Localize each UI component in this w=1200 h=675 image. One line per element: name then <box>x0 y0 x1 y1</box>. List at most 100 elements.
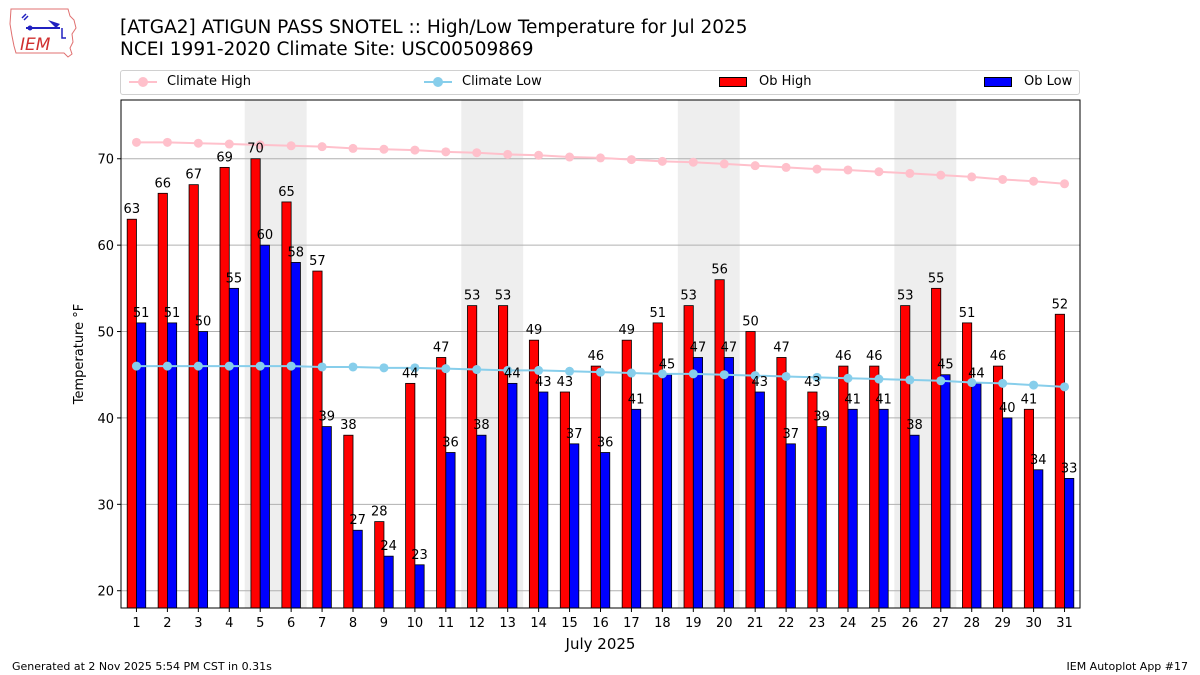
ob-low-bar <box>352 529 363 609</box>
y-tick-label: 50 <box>97 326 114 341</box>
legend: Climate High Climate Low Ob High Ob Low <box>120 70 1080 95</box>
climate-high-point <box>565 152 575 162</box>
bar-value-labels: 63 66 67 69 70 65 57 38 28 44 47 53 53 49 43 46 49 51 53 56… <box>124 142 1078 563</box>
y-tick-label: 40 <box>97 412 114 427</box>
ob-high-value-label: 47 <box>433 340 450 355</box>
iem-logo: IEM <box>8 6 80 58</box>
climate-low-point <box>657 369 667 379</box>
x-tick-label: 1 <box>132 616 140 631</box>
legend-label-ob-low: Ob Low <box>1024 74 1073 89</box>
generated-timestamp: Generated at 2 Nov 2025 5:54 PM CST in 0… <box>12 660 272 673</box>
climate-low-point <box>286 361 296 371</box>
climate-high-point <box>534 150 544 160</box>
ob-low-value-label: 23 <box>411 548 428 563</box>
ob-low-bar <box>723 357 734 609</box>
climate-high-point <box>441 147 451 157</box>
legend-label-ob-high: Ob High <box>759 74 812 89</box>
x-tick-label: 21 <box>747 616 764 631</box>
ob-high-value-label: 52 <box>1052 297 1069 312</box>
y-tick-label: 70 <box>97 153 114 168</box>
ob-low-bar <box>259 244 270 609</box>
ob-high-bar <box>559 391 570 609</box>
ob-low-value-label: 39 <box>318 410 335 425</box>
ob-high-bar <box>219 166 230 609</box>
ob-high-bar <box>157 192 168 609</box>
title-line-2: NCEI 1991-2020 Climate Site: USC00509869 <box>120 39 534 60</box>
ob-low-value-label: 55 <box>226 271 243 286</box>
ob-low-bar <box>538 391 549 609</box>
ob-high-value-label: 56 <box>711 263 728 278</box>
ob-high-value-label: 51 <box>959 306 976 321</box>
ob-low-bar <box>290 262 301 609</box>
x-tick-label: 15 <box>561 616 578 631</box>
climate-low-point <box>348 362 358 372</box>
ob-low-bar <box>445 452 456 609</box>
ob-high-value-label: 53 <box>680 289 697 304</box>
ob-low-value-label: 27 <box>349 513 366 528</box>
ob-low-bar <box>1064 478 1075 609</box>
legend-item-climate-high: Climate High <box>129 74 251 89</box>
climate-low-point <box>472 365 482 375</box>
climate-high-point <box>503 149 513 159</box>
ob-high-bar <box>467 305 478 609</box>
x-tick-label: 7 <box>318 616 326 631</box>
climate-low-point <box>441 364 451 374</box>
ob-high-value-label: 47 <box>773 340 790 355</box>
climate-high-point <box>812 164 822 174</box>
ob-low-value-label: 43 <box>535 375 552 390</box>
climate-low-point <box>596 367 605 377</box>
ob-high-bar <box>714 279 725 609</box>
ob-low-bar <box>476 434 487 609</box>
ob-high-bar <box>374 521 385 609</box>
ob-high-value-label: 28 <box>371 505 388 520</box>
climate-high-point <box>1029 176 1039 186</box>
climate-low-point <box>193 361 203 371</box>
x-tick-label: 25 <box>871 616 888 631</box>
climate-low-point <box>936 376 946 386</box>
ob-high-value-label: 50 <box>742 315 759 330</box>
ob-low-value-label: 58 <box>288 245 305 260</box>
ob-high-bar <box>312 270 323 609</box>
ob-low-value-label: 40 <box>999 401 1016 416</box>
ob-high-bar <box>776 357 787 609</box>
ob-low-bar <box>383 555 394 609</box>
y-tick-label: 30 <box>97 498 114 513</box>
x-tick-label: 2 <box>163 616 171 631</box>
ob-low-value-label: 37 <box>566 427 583 442</box>
climate-low-point <box>843 373 853 383</box>
ob-high-value-label: 65 <box>278 185 295 200</box>
ob-high-value-label: 44 <box>402 366 419 381</box>
climate-high-point <box>967 172 977 182</box>
climate-high-point <box>874 167 884 177</box>
ob-low-value-label: 36 <box>442 435 459 450</box>
ob-high-value-label: 51 <box>649 306 666 321</box>
climate-high-point <box>224 139 234 149</box>
y-tick-label: 20 <box>97 585 114 600</box>
legend-item-climate-low: Climate Low <box>424 74 542 89</box>
x-tick-label: 6 <box>287 616 295 631</box>
title-line-1: [ATGA2] ATIGUN PASS SNOTEL :: High/Low T… <box>120 17 748 38</box>
ob-low-value-label: 39 <box>813 410 830 425</box>
ob-low-bar <box>754 391 765 609</box>
ob-high-value-label: 67 <box>185 168 202 183</box>
climate-high-point <box>905 168 915 178</box>
ob-high-bar <box>405 382 416 609</box>
x-tick-label: 28 <box>963 616 980 631</box>
ob-low-bar <box>1002 417 1013 609</box>
climate-low-point <box>750 371 760 381</box>
legend-label-climate-high: Climate High <box>167 74 252 89</box>
x-tick-label: 24 <box>840 616 857 631</box>
legend-ob-high-swatch-icon <box>719 76 747 87</box>
x-tick-label: 29 <box>994 616 1011 631</box>
x-tick-label: 20 <box>716 616 733 631</box>
ob-high-value-label: 63 <box>124 202 141 217</box>
ob-low-value-label: 44 <box>968 366 985 381</box>
x-tick-label: 19 <box>685 616 702 631</box>
climate-low-point <box>534 365 544 375</box>
climate-high-point <box>596 153 605 163</box>
ob-high-bar <box>1023 408 1034 609</box>
climate-low-point <box>317 362 327 372</box>
climate-high-point <box>379 144 389 154</box>
ob-low-value-label: 50 <box>195 315 212 330</box>
ob-low-value-label: 47 <box>690 340 707 355</box>
